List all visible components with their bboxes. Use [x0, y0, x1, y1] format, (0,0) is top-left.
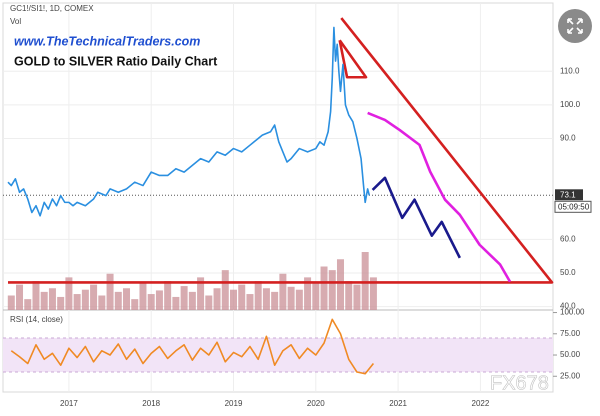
rsi-tick-label: 100.00 [560, 308, 585, 317]
line [7, 26, 371, 217]
volume-bar [320, 266, 328, 310]
volume-bar [328, 270, 336, 310]
volume-bar [369, 277, 377, 310]
price-tag [555, 189, 583, 201]
volume-bar [254, 281, 262, 310]
volume-label: Vol [10, 17, 21, 26]
volume-bar [90, 284, 98, 310]
x-tick-label: 2020 [307, 399, 325, 408]
volume-bar [48, 288, 56, 310]
volume-bar [262, 288, 270, 310]
y-tick-label: 100.0 [560, 100, 581, 109]
volume-bar [106, 273, 114, 310]
volume-bar [131, 299, 139, 310]
volume-bar [147, 294, 155, 310]
y-tick-label: 60.0 [560, 234, 576, 243]
volume-bar [221, 270, 229, 310]
volume-bar [164, 281, 172, 310]
volume-bar [295, 289, 303, 310]
x-tick-label: 2017 [60, 399, 78, 408]
y-tick-label: 50.0 [560, 268, 576, 277]
volume-bar [188, 291, 196, 310]
volume-bar [123, 288, 131, 310]
volume-bar [172, 296, 180, 310]
x-tick-label: 2018 [142, 399, 160, 408]
website: www.TheTechnicalTraders.com [14, 34, 200, 48]
volume-bar [246, 294, 254, 310]
volume-bar [65, 277, 73, 310]
volume-bar [345, 281, 353, 310]
volume-bar [361, 252, 369, 310]
volume-bar [7, 295, 15, 310]
volume-bar [304, 277, 312, 310]
rsi-title: RSI (14, close) [10, 315, 63, 324]
rsi-tick-label: 50.00 [560, 350, 581, 359]
rsi-tick-label: 25.00 [560, 371, 581, 380]
volume-bar [205, 295, 213, 310]
x-tick-label: 2019 [225, 399, 243, 408]
volume-bar [279, 273, 287, 310]
volume-bar [73, 294, 81, 310]
countdown-tag [554, 200, 592, 213]
volume-bar [40, 291, 48, 310]
volume-bar [213, 288, 221, 310]
projection-line [8, 17, 554, 284]
volume-bar [230, 289, 238, 310]
volume-bar [353, 284, 361, 310]
volume-bar [32, 281, 40, 310]
countdown-label: 05:09:50 [558, 202, 590, 211]
volume-bar [98, 295, 106, 310]
rsi-band [3, 338, 553, 373]
expand-icon [567, 18, 583, 34]
x-tick-label: 2021 [389, 399, 407, 408]
watermark: FX678 [490, 372, 549, 394]
projection-line [367, 111, 512, 283]
volume-bar [336, 259, 344, 310]
projection-line [338, 39, 368, 79]
line [10, 318, 375, 375]
y-tick-label: 90.0 [560, 134, 576, 143]
volume-bar [287, 286, 295, 310]
volume-bar [57, 296, 65, 310]
volume-bar [24, 299, 32, 310]
projection-line [371, 176, 461, 259]
volume-bar [197, 277, 205, 310]
volume-bar [271, 291, 279, 310]
volume-bar [312, 282, 320, 310]
rsi-tick-label: 75.00 [560, 329, 581, 338]
volume-bar [180, 286, 188, 310]
volume-bar [16, 284, 24, 310]
expand-button[interactable] [558, 9, 592, 43]
plot-frame [2, 2, 554, 393]
x-tick-label: 2022 [472, 399, 490, 408]
volume-bar [139, 282, 147, 310]
price-tag-label: 73.1 [560, 190, 576, 199]
volume-bar [81, 289, 89, 310]
y-tick-label: 110.0 [560, 66, 580, 75]
chart-title: GOLD to SILVER Ratio Daily Chart [14, 54, 218, 68]
volume-bar [114, 291, 122, 310]
symbol-label: GC1!/SI1!, 1D, COMEX [10, 4, 94, 13]
volume-bar [155, 290, 163, 310]
y-tick-label: 40.0 [560, 302, 576, 311]
volume-bar [238, 284, 246, 310]
